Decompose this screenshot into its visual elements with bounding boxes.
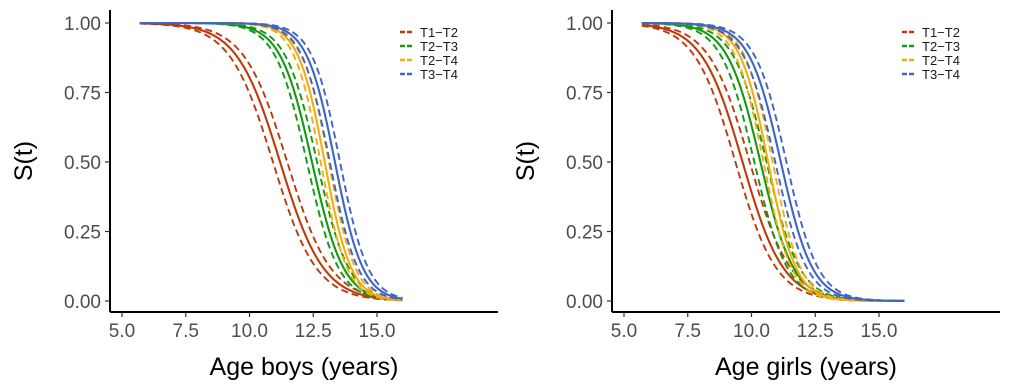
series-line	[139, 21, 403, 302]
legend-label: T3−T4	[922, 67, 960, 82]
legend-label: T2−T3	[420, 39, 458, 54]
y-tick-label: 0.75	[64, 84, 101, 105]
x-tick-label: 15.0	[861, 321, 898, 342]
y-tick-label: 0.00	[566, 292, 603, 313]
series-upper-ci-line	[139, 22, 403, 301]
x-axis-title: Age girls (years)	[715, 353, 897, 381]
series-lower-ci-line	[139, 22, 403, 302]
x-tick-label: 7.5	[675, 321, 701, 342]
legend-label: T1−T2	[922, 25, 960, 40]
chart-panel-2: 0.00 0.25 0.50 0.75 1.00 5.0 7.5 10.0 12.5 15.0 Ag…	[512, 10, 1000, 381]
series-lower-ci-line	[139, 22, 403, 301]
series-line	[139, 21, 403, 302]
series-lower-ci-line	[139, 22, 403, 302]
y-tick-label: 0.50	[64, 153, 101, 174]
x-tick-label: 5.0	[611, 321, 637, 342]
series-2	[139, 21, 403, 302]
series-upper-ci-line	[641, 22, 905, 302]
series-1	[139, 22, 403, 302]
y-axis-title: S(t)	[10, 141, 38, 181]
series-4	[641, 21, 905, 302]
y-axis-title: S(t)	[512, 141, 540, 181]
series-lower-ci-line	[641, 24, 905, 302]
x-tick-label: 10.0	[733, 321, 770, 342]
legend-label: T1−T2	[420, 25, 458, 40]
series-upper-ci-line	[139, 22, 403, 301]
x-tick-label: 7.5	[173, 321, 199, 342]
x-tick-label: 15.0	[359, 321, 396, 342]
x-tick-label: 12.5	[797, 321, 834, 342]
legend-label: T3−T4	[420, 67, 458, 82]
x-tick-label: 12.5	[295, 321, 332, 342]
series-line	[139, 22, 403, 302]
series-4	[139, 21, 403, 301]
legend-label: T2−T3	[922, 39, 960, 54]
x-axis-title: Age boys (years)	[210, 353, 399, 381]
series-line	[641, 21, 905, 302]
series-3	[641, 21, 905, 303]
series-upper-ci-line	[139, 22, 403, 299]
series-3	[139, 21, 403, 302]
series-line	[139, 21, 403, 300]
x-tick-label: 5.0	[109, 321, 135, 342]
legend-label: T2−T4	[420, 53, 458, 68]
x-tick-label: 10.0	[231, 321, 268, 342]
series-lower-ci-line	[139, 22, 403, 302]
series-upper-ci-line	[139, 22, 403, 301]
y-tick-label: 0.25	[64, 223, 101, 244]
legend-label: T2−T4	[922, 53, 960, 68]
y-tick-label: 1.00	[566, 14, 603, 35]
y-tick-label: 1.00	[64, 14, 101, 35]
y-tick-label: 0.75	[566, 84, 603, 105]
y-tick-label: 0.50	[566, 153, 603, 174]
chart-panel-1: 0.00 0.25 0.50 0.75 1.00 5.0 7.5 10.0 12.5 15.0 Ag…	[10, 10, 498, 381]
y-tick-label: 0.25	[566, 223, 603, 244]
y-tick-label: 0.00	[64, 292, 101, 313]
